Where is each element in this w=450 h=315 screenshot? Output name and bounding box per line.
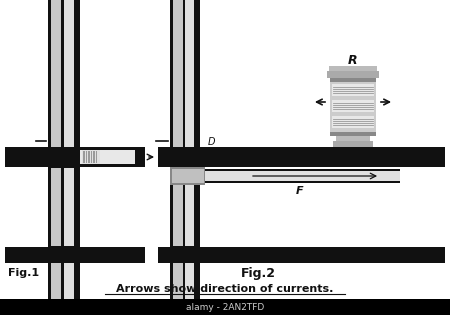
Text: Fig.2: Fig.2	[240, 266, 275, 279]
Bar	[332, 84, 374, 96]
Bar	[173, 263, 183, 315]
Bar	[173, 0, 183, 147]
Bar	[200, 169, 400, 183]
Bar	[80, 150, 135, 164]
Bar	[48, 0, 80, 147]
Text: Arrows show direction of currents.: Arrows show direction of currents.	[116, 284, 334, 294]
Bar	[170, 167, 200, 247]
Bar	[86, 151, 87, 163]
Bar	[200, 181, 400, 183]
Bar	[0, 299, 450, 315]
Bar	[88, 151, 90, 163]
Bar	[333, 141, 373, 147]
Bar	[83, 151, 85, 163]
Bar	[48, 262, 80, 315]
Bar	[329, 66, 377, 71]
Bar	[158, 147, 445, 167]
Bar	[170, 167, 205, 185]
Text: F: F	[33, 152, 40, 162]
Text: R: R	[348, 54, 358, 66]
Text: D: D	[208, 137, 216, 147]
Bar	[336, 136, 370, 141]
Text: F: F	[296, 186, 304, 196]
Text: Fig.1: Fig.1	[8, 268, 39, 278]
Bar	[170, 0, 200, 147]
Bar	[330, 78, 376, 136]
Bar	[185, 0, 194, 147]
Bar	[330, 132, 376, 136]
Bar	[5, 247, 145, 263]
Bar	[332, 100, 374, 112]
Bar	[64, 168, 74, 246]
Bar	[95, 151, 97, 163]
Bar	[64, 0, 74, 147]
Bar	[51, 168, 61, 246]
Bar	[330, 78, 376, 82]
Bar	[64, 263, 74, 315]
Bar	[48, 167, 80, 247]
Text: R: R	[138, 152, 145, 162]
Bar	[158, 247, 445, 263]
Bar	[332, 116, 374, 128]
Bar	[51, 0, 61, 147]
Bar	[5, 147, 145, 167]
Bar	[172, 169, 204, 183]
Bar	[173, 168, 183, 246]
Bar	[185, 263, 194, 315]
Text: alamy - 2AN2TFD: alamy - 2AN2TFD	[186, 302, 264, 312]
Bar	[93, 151, 94, 163]
Bar	[82, 150, 100, 164]
Bar	[185, 168, 194, 246]
Bar	[170, 262, 200, 315]
Bar	[51, 263, 61, 315]
Bar	[90, 151, 92, 163]
Bar	[200, 169, 400, 171]
Bar	[327, 71, 379, 78]
